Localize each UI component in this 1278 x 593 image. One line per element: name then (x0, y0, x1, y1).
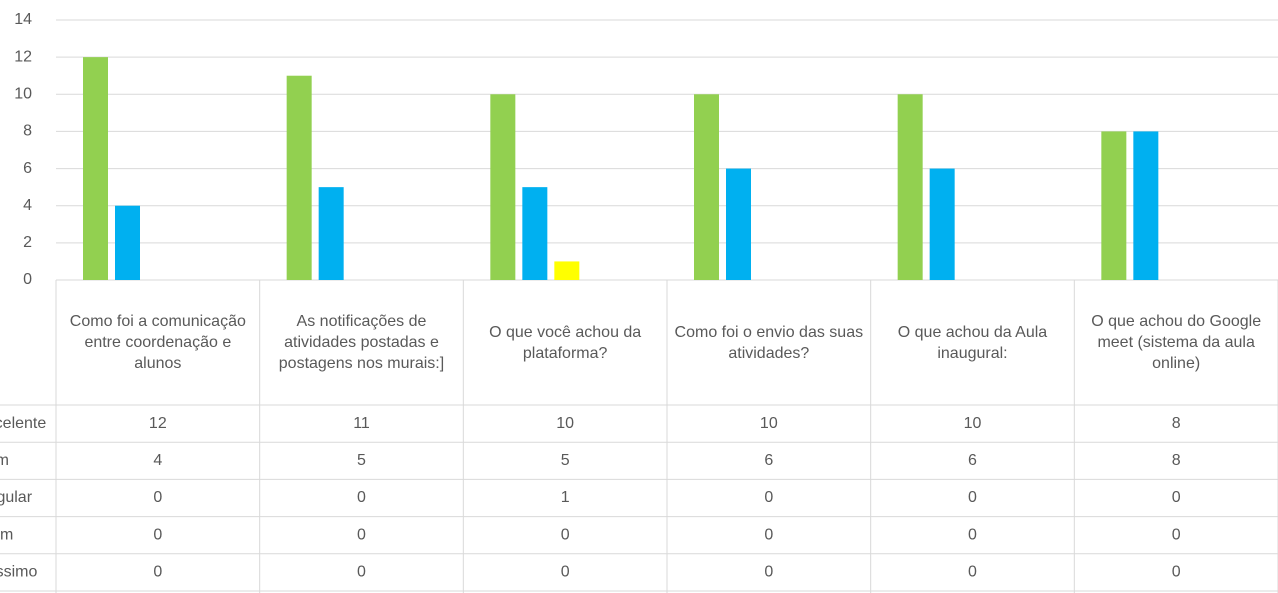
y-tick-label: 2 (23, 234, 32, 251)
data-table-value: 0 (153, 526, 162, 543)
data-table-value: 0 (1172, 564, 1181, 581)
bar (490, 94, 516, 281)
bar (83, 57, 108, 281)
data-table-value: 10 (964, 415, 982, 432)
data-table-value: 0 (153, 564, 162, 581)
legend-label: Péssimo (0, 564, 37, 581)
bar (897, 94, 923, 281)
y-tick-label: 0 (23, 271, 32, 288)
x-tick-label: Como foi o envio das suas atividades? (674, 323, 864, 362)
bar (1133, 131, 1159, 280)
data-table-value: 5 (357, 452, 366, 469)
data-table-value: 6 (968, 452, 977, 469)
data-table-value: 0 (764, 526, 773, 543)
data-table-value: 11 (353, 415, 370, 432)
bar (522, 187, 548, 280)
data-table-value: 0 (561, 564, 570, 581)
data-table-value: 0 (357, 489, 366, 506)
y-tick-label: 6 (23, 160, 32, 177)
data-table-value: 0 (764, 564, 773, 581)
y-tick-label: 4 (23, 197, 32, 214)
x-tick-label: Como foi a comunicação entre coordenação… (69, 313, 246, 372)
x-tick-label: O que você achou da plataforma? (489, 323, 642, 362)
data-table-value: 0 (561, 526, 570, 543)
y-tick-label: 8 (23, 123, 32, 140)
x-tick-label: O que achou da Aula inaugural: (897, 323, 1048, 362)
data-table-value: 0 (153, 489, 162, 506)
bar (318, 187, 344, 280)
data-table-value: 0 (968, 526, 977, 543)
y-tick-label: 10 (14, 86, 32, 103)
bar (929, 168, 955, 280)
data-table-value: 0 (968, 564, 977, 581)
bar (554, 261, 580, 280)
bar (115, 205, 140, 280)
data-table-value: 8 (1172, 415, 1181, 432)
y-tick-label: 14 (14, 11, 32, 28)
x-tick-label: As notificações de atividades postadas e… (278, 313, 445, 372)
bar (1101, 131, 1127, 280)
data-table-value: 5 (561, 452, 570, 469)
x-tick-label: O que achou do Google meet (sistema da a… (1091, 313, 1262, 372)
legend-label: Excelente (0, 415, 46, 432)
data-table-value: 4 (153, 452, 162, 469)
data-table-value: 0 (1172, 489, 1181, 506)
data-table-value: 10 (760, 415, 778, 432)
data-table-value: 0 (357, 564, 366, 581)
bar (726, 168, 751, 280)
legend-label: Ruim (0, 526, 13, 543)
data-table-value: 0 (357, 526, 366, 543)
bar (286, 75, 312, 280)
data-table-value: 6 (764, 452, 773, 469)
bar (694, 94, 719, 281)
data-table-value: 0 (764, 489, 773, 506)
y-tick-label: 12 (14, 48, 32, 65)
data-table-value: 0 (968, 489, 977, 506)
legend-label: Bom (0, 452, 9, 469)
data-table-value: 0 (1172, 526, 1181, 543)
legend-label: Regular (0, 489, 33, 506)
data-table-value: 8 (1172, 452, 1181, 469)
data-table-value: 10 (556, 415, 574, 432)
data-table-value: 1 (561, 489, 570, 506)
data-table-value: 12 (149, 415, 167, 432)
